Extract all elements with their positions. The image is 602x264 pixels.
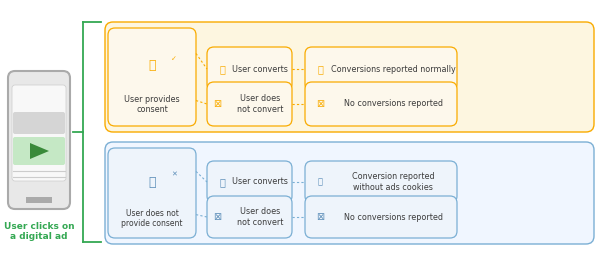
Text: 👤: 👤: [148, 176, 156, 189]
Text: 🛒: 🛒: [219, 177, 225, 187]
Text: ✕: ✕: [171, 172, 177, 178]
Text: User converts: User converts: [232, 177, 288, 186]
FancyBboxPatch shape: [305, 47, 457, 91]
FancyBboxPatch shape: [305, 161, 457, 203]
Text: Conversion reported
without ads cookies: Conversion reported without ads cookies: [352, 172, 435, 192]
Text: User converts: User converts: [232, 64, 288, 73]
FancyBboxPatch shape: [305, 82, 457, 126]
Text: User clicks on
a digital ad: User clicks on a digital ad: [4, 222, 74, 241]
Text: ⊠: ⊠: [316, 212, 324, 222]
Text: 🛒: 🛒: [219, 64, 225, 74]
Text: ✓: ✓: [171, 56, 177, 62]
FancyBboxPatch shape: [105, 22, 594, 132]
FancyBboxPatch shape: [105, 142, 594, 244]
FancyBboxPatch shape: [13, 112, 65, 134]
FancyBboxPatch shape: [108, 28, 196, 126]
Text: ⊠: ⊠: [316, 99, 324, 109]
FancyBboxPatch shape: [108, 148, 196, 238]
FancyBboxPatch shape: [207, 82, 292, 126]
FancyBboxPatch shape: [207, 161, 292, 203]
Text: User does
not convert: User does not convert: [237, 207, 283, 227]
Text: User does not
provide consent: User does not provide consent: [121, 209, 183, 228]
FancyBboxPatch shape: [13, 137, 65, 165]
Text: User does
not convert: User does not convert: [237, 94, 283, 114]
Text: Conversions reported normally: Conversions reported normally: [330, 64, 456, 73]
Text: ⊠: ⊠: [213, 99, 222, 109]
Text: ⊠: ⊠: [213, 212, 222, 222]
FancyBboxPatch shape: [12, 85, 66, 181]
Text: 👤: 👤: [148, 59, 156, 72]
FancyBboxPatch shape: [305, 196, 457, 238]
Polygon shape: [30, 143, 49, 159]
Text: 📊: 📊: [318, 177, 323, 186]
FancyBboxPatch shape: [207, 47, 292, 91]
Text: No conversions reported: No conversions reported: [344, 213, 442, 221]
FancyBboxPatch shape: [8, 71, 70, 209]
Bar: [26, 197, 52, 203]
Text: User provides
consent: User provides consent: [124, 95, 180, 114]
Text: 📊: 📊: [317, 64, 323, 74]
Text: No conversions reported: No conversions reported: [344, 100, 442, 109]
FancyBboxPatch shape: [207, 196, 292, 238]
